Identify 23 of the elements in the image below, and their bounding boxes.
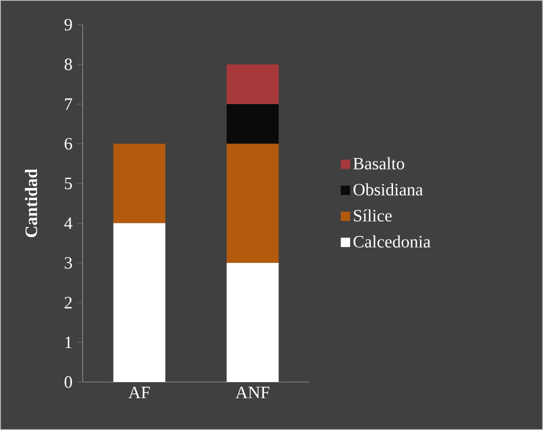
y-tick-label: 4 [64, 217, 72, 229]
y-tick-label: 9 [64, 18, 72, 30]
y-tick-label: 0 [64, 376, 72, 388]
y-tick-label: 1 [65, 336, 72, 348]
y-tick-label: 8 [64, 58, 72, 70]
y-tick-label: 3 [64, 257, 72, 269]
legend-label: Sílice [354, 209, 392, 222]
bar [113, 144, 166, 224]
bar [226, 262, 279, 382]
y-tick-label: 2 [64, 296, 72, 308]
bar [226, 64, 279, 104]
bar [226, 104, 279, 144]
x-tick-label: AF [128, 386, 150, 398]
legend-label: Calcedonia [354, 235, 431, 248]
y-tick-label: 6 [64, 138, 72, 150]
legend-label: Basalto [353, 157, 404, 170]
y-tick-label: 7 [65, 98, 72, 110]
x-tick-label: ANF [235, 386, 270, 398]
y-axis-title: Cantidad [24, 168, 38, 238]
legend-label: Obsidiana [354, 183, 423, 196]
y-tick-label: 5 [64, 178, 72, 190]
bar [226, 144, 279, 263]
bar [113, 223, 166, 382]
